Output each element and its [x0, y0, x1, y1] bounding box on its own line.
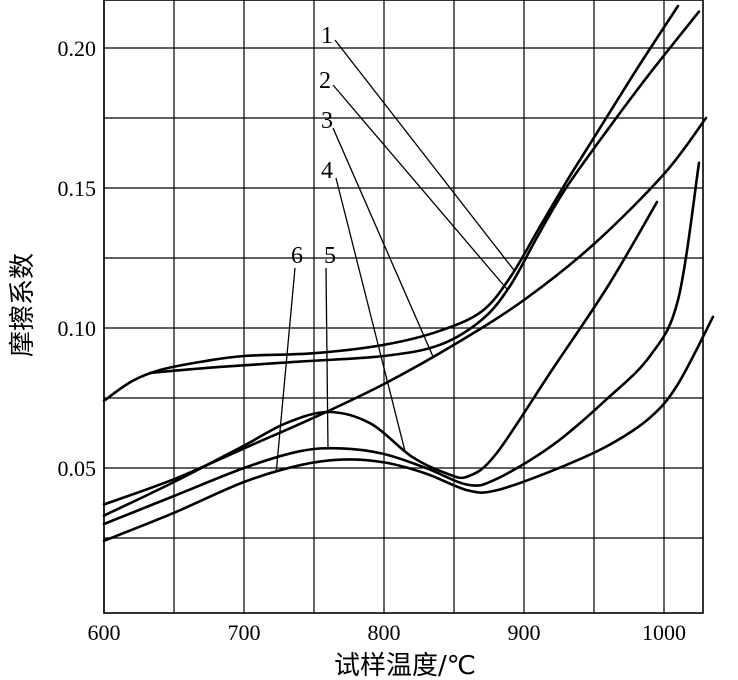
curve-5	[102, 161, 701, 526]
y-tick-label: 0.15	[58, 176, 97, 201]
plot-frame	[103, 0, 704, 614]
leader-line-5	[325, 267, 329, 450]
curve-3	[102, 116, 708, 506]
x-axis-title: 试样温度/℃	[334, 651, 476, 680]
leader-line-6	[275, 267, 296, 473]
y-axis-title: 摩擦系数	[8, 253, 38, 357]
curve-label-6: 6	[291, 243, 303, 269]
curve-label-2: 2	[319, 68, 331, 94]
curve-label-4: 4	[321, 158, 333, 184]
grid	[103, 0, 704, 614]
curve-label-1: 1	[321, 23, 333, 49]
curve-2	[148, 10, 701, 375]
leader-line-1	[334, 39, 515, 271]
leader-line-3	[332, 127, 434, 357]
y-tick-label: 0.20	[58, 36, 97, 61]
y-tick-label: 0.10	[58, 316, 97, 341]
y-tick-label: 0.05	[58, 456, 97, 481]
x-tick-label: 600	[88, 620, 121, 645]
curve-label-3: 3	[321, 108, 333, 134]
tick-labels: 600 700 800 900 1000 0.05 0.10 0.15 0.20	[58, 36, 687, 645]
x-tick-label: 900	[508, 620, 541, 645]
x-tick-label: 800	[368, 620, 401, 645]
curve-1	[102, 4, 680, 403]
x-tick-label: 700	[228, 620, 261, 645]
curve-leaders	[275, 39, 515, 473]
curves	[102, 4, 715, 543]
curve-label-5: 5	[324, 243, 336, 269]
curve-labels: 1 2 3 4 56	[291, 23, 336, 269]
curve-4	[102, 200, 659, 517]
leader-line-2	[332, 84, 508, 290]
curve-6	[102, 315, 715, 543]
x-tick-label: 1000	[642, 620, 686, 645]
leader-line-4	[335, 177, 406, 452]
